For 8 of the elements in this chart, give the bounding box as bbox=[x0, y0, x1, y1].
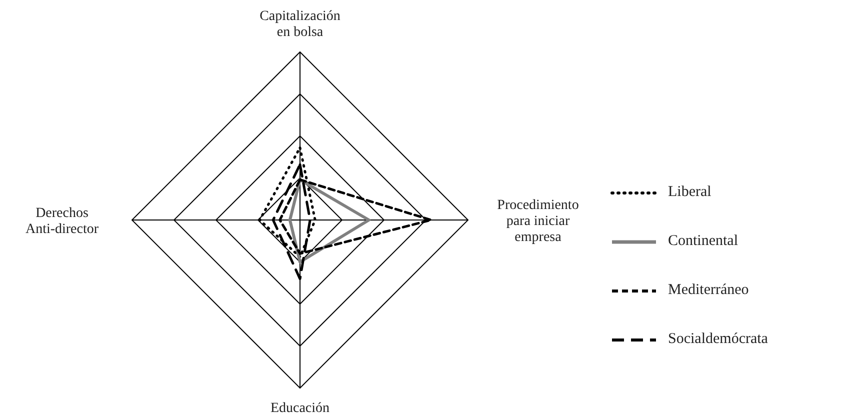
spoke-label: Capitalización en bolsa bbox=[260, 9, 340, 40]
legend-label: Liberal bbox=[668, 184, 712, 201]
legend-label: Socialdemócrata bbox=[668, 331, 768, 348]
legend-label: Mediterráneo bbox=[668, 282, 749, 299]
spoke-label: Educación bbox=[270, 401, 330, 416]
spoke-label: Derechos Anti-director bbox=[25, 206, 99, 237]
legend-label: Continental bbox=[668, 233, 738, 250]
spoke-label: Procedimiento para iniciar empresa bbox=[497, 198, 579, 245]
